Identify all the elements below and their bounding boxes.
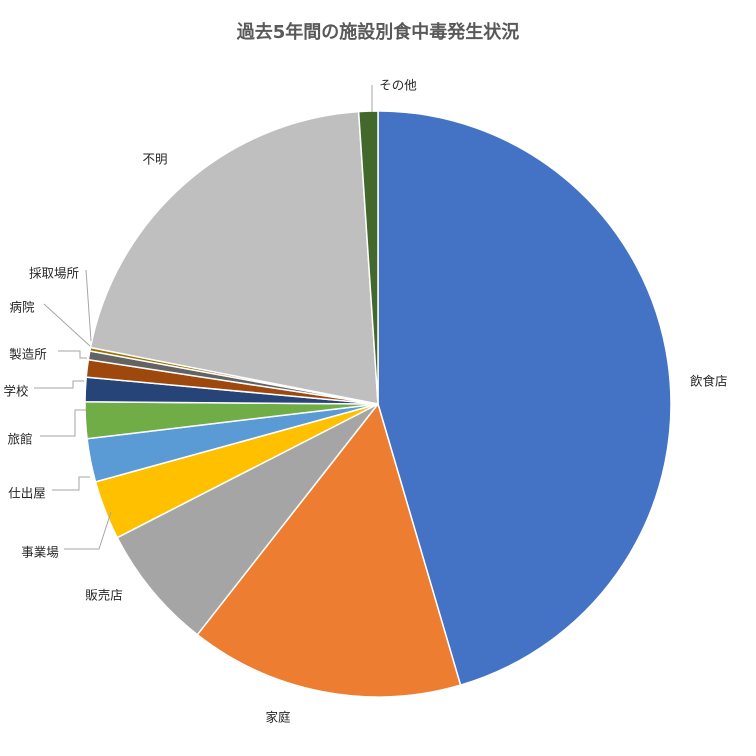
data-label-2: 家庭 [265, 710, 291, 725]
data-label-12: その他 [379, 78, 417, 93]
pie-slice-11 [89, 110, 379, 405]
leader-line-9 [43, 303, 91, 347]
leader-line-10 [85, 269, 92, 342]
data-label-8: 製造所 [9, 347, 47, 362]
data-label-4: 事業場 [21, 545, 59, 560]
data-label-1: 飲食店 [690, 374, 728, 389]
leader-line-7 [34, 380, 84, 389]
pie-slice-1 [377, 110, 672, 687]
pie-slice-2 [196, 402, 462, 698]
data-label-3: 販売店 [85, 588, 123, 603]
leader-line-8 [58, 350, 87, 359]
chart-title: 過去5年間の施設別食中毒発生状況 [236, 22, 520, 43]
pie-slice-3 [116, 403, 379, 636]
data-label-6: 旅館 [7, 432, 32, 447]
pie-slices [84, 110, 672, 698]
pie-slice-12 [357, 110, 379, 405]
leader-line-6 [40, 409, 86, 437]
data-label-5: 仕出屋 [8, 486, 46, 501]
data-label-10: 採取場所 [29, 266, 79, 281]
data-label-9: 病院 [9, 300, 35, 315]
data-label-11: 不明 [142, 152, 167, 167]
leader-line-4 [64, 511, 112, 550]
leader-line-5 [52, 476, 90, 491]
data-label-7: 学校 [3, 384, 29, 399]
